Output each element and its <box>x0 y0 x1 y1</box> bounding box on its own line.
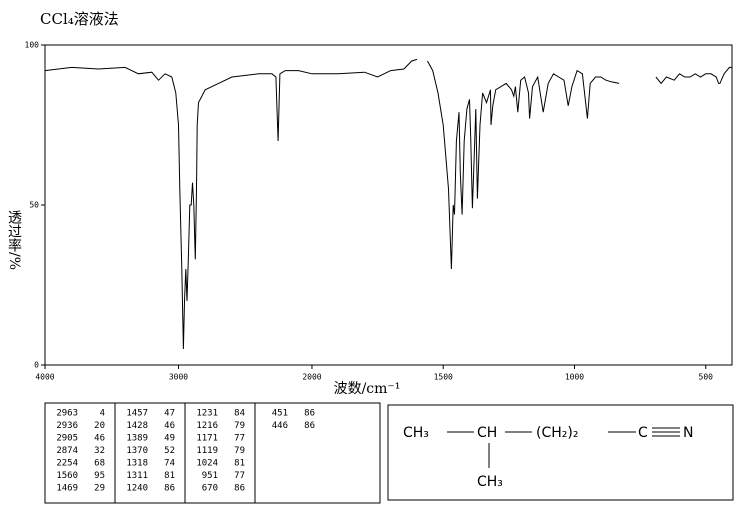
peak-wavenumber: 1370 <box>126 446 148 456</box>
peak-wavenumber: 1457 <box>126 409 148 419</box>
peak-wavenumber: 1311 <box>126 471 148 481</box>
peak-transmittance: 47 <box>164 409 175 419</box>
peak-wavenumber: 1024 <box>196 459 218 469</box>
x-tick-label: 3000 <box>169 373 188 382</box>
x-tick-label: 4000 <box>35 373 54 382</box>
peak-transmittance: 86 <box>304 421 315 431</box>
y-tick-label: 50 <box>29 201 39 210</box>
structure-label: CH₃ <box>403 425 429 441</box>
peak-wavenumber: 2936 <box>56 421 78 431</box>
peak-transmittance: 20 <box>94 421 105 431</box>
peak-wavenumber: 1560 <box>56 471 78 481</box>
peak-transmittance: 4 <box>100 409 105 419</box>
x-tick-label: 2000 <box>302 373 321 382</box>
peak-wavenumber: 1216 <box>196 421 218 431</box>
peak-wavenumber: 2254 <box>56 459 78 469</box>
chart-title: CCl₄溶液法 <box>40 10 119 28</box>
peak-wavenumber: 2905 <box>56 434 78 444</box>
peak-transmittance: 77 <box>234 434 245 444</box>
peak-transmittance: 32 <box>94 446 105 456</box>
peak-transmittance: 79 <box>234 446 245 456</box>
peak-transmittance: 86 <box>234 484 245 494</box>
peak-wavenumber: 670 <box>202 484 218 494</box>
peak-wavenumber: 951 <box>202 471 218 481</box>
plot-frame <box>44 44 733 366</box>
peak-transmittance: 95 <box>94 471 105 481</box>
structure-label: C <box>638 425 648 441</box>
y-tick-label: 0 <box>34 361 39 370</box>
peak-wavenumber: 2963 <box>56 409 78 419</box>
x-tick-label: 1000 <box>565 373 584 382</box>
structure-label: CH₃ <box>477 474 503 490</box>
peak-wavenumber: 1469 <box>56 484 78 494</box>
peak-transmittance: 86 <box>304 409 315 419</box>
structure-frame <box>387 404 734 501</box>
peak-wavenumber: 1389 <box>126 434 148 444</box>
structure-label: (CH₂)₂ <box>536 425 578 441</box>
peak-transmittance: 46 <box>94 434 105 444</box>
peak-wavenumber: 451 <box>272 409 288 419</box>
structure-label: N <box>683 425 693 441</box>
x-tick-label: 500 <box>699 373 714 382</box>
peak-transmittance: 81 <box>234 459 245 469</box>
peak-wavenumber: 1119 <box>196 446 218 456</box>
peak-table-frame <box>44 402 381 504</box>
peak-wavenumber: 1231 <box>196 409 218 419</box>
peak-transmittance: 46 <box>164 421 175 431</box>
peak-transmittance: 79 <box>234 421 245 431</box>
peak-transmittance: 86 <box>164 484 175 494</box>
peak-wavenumber: 446 <box>272 421 288 431</box>
peak-transmittance: 77 <box>234 471 245 481</box>
peak-wavenumber: 2874 <box>56 446 78 456</box>
peak-transmittance: 74 <box>164 459 175 469</box>
peak-transmittance: 52 <box>164 446 175 456</box>
peak-transmittance: 29 <box>94 484 105 494</box>
peak-wavenumber: 1318 <box>126 459 148 469</box>
peak-wavenumber: 1240 <box>126 484 148 494</box>
x-axis-label: 波数/cm⁻¹ <box>334 381 401 397</box>
y-axis-label: 透过率/% <box>6 210 22 270</box>
peak-wavenumber: 1428 <box>126 421 148 431</box>
structure-bonds <box>447 427 680 468</box>
peak-transmittance: 68 <box>94 459 105 469</box>
peak-transmittance: 84 <box>234 409 245 419</box>
peak-transmittance: 81 <box>164 471 175 481</box>
peak-wavenumber: 1171 <box>196 434 218 444</box>
peak-transmittance: 49 <box>164 434 175 444</box>
y-tick-label: 100 <box>25 41 40 50</box>
structure-label: CH <box>477 425 497 441</box>
x-tick-label: 1500 <box>434 373 453 382</box>
spectrum-line <box>44 58 732 350</box>
